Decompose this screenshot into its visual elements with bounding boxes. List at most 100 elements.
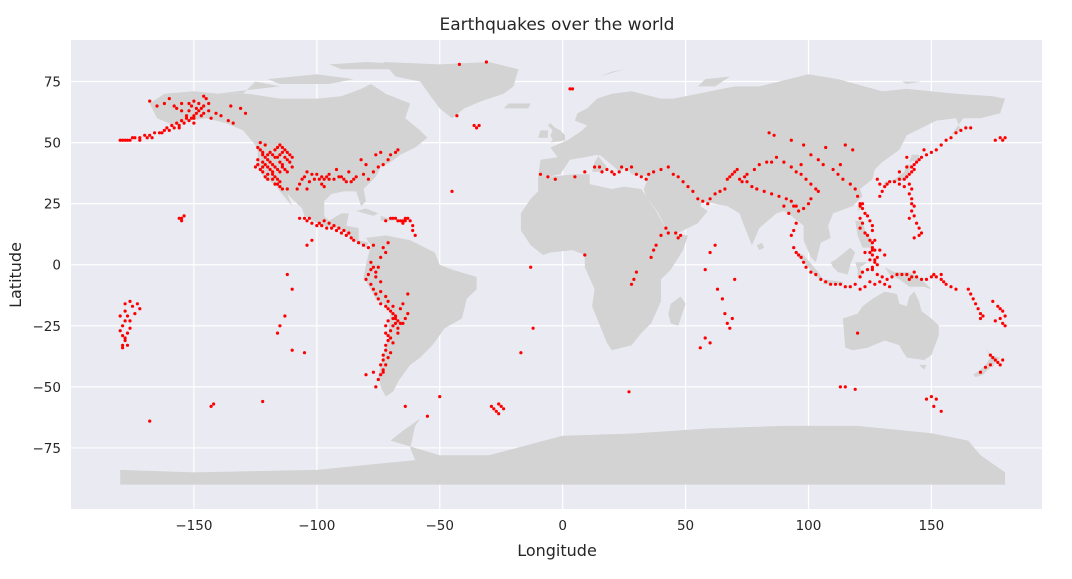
earthquake-point <box>860 270 865 274</box>
earthquake-point <box>745 172 749 176</box>
earthquake-points <box>118 60 1007 423</box>
earthquake-point <box>273 182 277 186</box>
earthquake-point <box>283 314 287 318</box>
earthquake-point <box>384 294 388 299</box>
earthquake-point <box>374 270 378 274</box>
earthquake-point <box>366 177 370 181</box>
earthquake-point <box>180 101 184 106</box>
earthquake-point <box>993 319 997 323</box>
earthquake-point <box>148 419 152 423</box>
earthquake-point <box>745 180 749 184</box>
earthquake-point <box>121 334 125 338</box>
earthquake-point <box>342 177 346 181</box>
earthquake-point <box>954 287 958 291</box>
earthquake-point <box>698 346 702 350</box>
earthquake-point <box>885 277 889 281</box>
land-polygon <box>592 103 625 131</box>
earthquake-point <box>978 312 983 316</box>
earthquake-point <box>184 114 189 118</box>
earthquake-point <box>634 172 639 176</box>
earthquake-point <box>207 101 211 106</box>
earthquake-point <box>327 177 331 181</box>
earthquake-point <box>757 163 761 167</box>
y-axis-ticks: −75 −50 −25 0 25 50 75 <box>33 75 62 457</box>
earthquake-point <box>202 111 206 115</box>
earthquake-point <box>553 177 557 181</box>
earthquake-point <box>180 109 184 113</box>
earthquake-point <box>180 216 184 220</box>
earthquake-point <box>718 189 722 193</box>
earthquake-point <box>334 228 339 233</box>
land-polygon <box>149 84 428 248</box>
land-polygon <box>363 235 477 397</box>
earthquake-point <box>725 177 729 181</box>
earthquake-point <box>971 297 975 301</box>
earthquake-point <box>743 175 747 179</box>
earthquake-point <box>121 138 125 142</box>
earthquake-point <box>639 175 643 179</box>
earthquake-point <box>681 180 685 184</box>
earthquake-point <box>998 316 1002 321</box>
earthquake-point <box>275 331 280 335</box>
earthquake-point <box>315 172 319 176</box>
earthquake-point <box>192 121 196 125</box>
earthquake-point <box>863 211 867 215</box>
earthquake-point <box>654 243 658 247</box>
earthquake-point <box>391 316 395 321</box>
earthquake-point <box>499 404 503 408</box>
earthquake-point <box>364 373 368 377</box>
earthquake-point <box>905 272 909 277</box>
earthquake-point <box>870 228 875 233</box>
earthquake-point <box>364 277 368 281</box>
earthquake-point <box>384 304 388 308</box>
earthquake-point <box>789 233 793 237</box>
earthquake-point <box>325 226 329 230</box>
earthquake-point <box>295 187 299 191</box>
earthquake-point <box>998 307 1002 311</box>
earthquake-point <box>531 326 535 330</box>
land-polygon <box>884 267 932 290</box>
earthquake-point <box>912 236 916 240</box>
earthquake-point <box>371 265 375 269</box>
earthquake-point <box>393 216 398 220</box>
earthquake-point <box>310 221 314 225</box>
earthquake-point <box>278 324 282 328</box>
earthquake-point <box>774 155 779 159</box>
earthquake-point <box>664 226 668 230</box>
earthquake-point <box>256 163 260 167</box>
earthquake-point <box>187 119 191 123</box>
earthquake-point <box>789 165 793 169</box>
earthquake-point <box>892 180 897 184</box>
earthquake-point <box>384 348 388 352</box>
earthquake-point <box>627 390 631 394</box>
earthquake-point <box>802 206 806 211</box>
earthquake-point <box>381 370 385 374</box>
earthquake-point <box>993 138 997 142</box>
earthquake-point <box>833 282 838 286</box>
earthquake-point <box>919 277 924 281</box>
earthquake-point <box>135 302 139 306</box>
earthquake-point <box>856 194 860 198</box>
earthquake-point <box>391 216 395 220</box>
land-polygon <box>823 279 843 285</box>
earthquake-point <box>337 226 341 230</box>
earthquake-point <box>386 241 390 245</box>
earthquake-point <box>283 155 287 159</box>
earthquake-point <box>253 165 257 169</box>
earthquake-point <box>888 285 892 289</box>
earthquake-point <box>118 138 122 142</box>
earthquake-point <box>160 131 164 135</box>
earthquake-point <box>875 263 879 267</box>
earthquake-point <box>752 167 757 172</box>
earthquake-point <box>381 368 385 372</box>
earthquake-point <box>219 114 223 118</box>
earthquake-point <box>762 189 766 193</box>
earthquake-point <box>910 202 914 206</box>
earthquake-point <box>278 160 282 164</box>
earthquake-point <box>121 343 125 347</box>
x-tick-label: 0 <box>558 518 567 534</box>
earthquake-point <box>162 128 166 132</box>
earthquake-point <box>703 336 707 340</box>
y-tick-label: −25 <box>33 319 62 335</box>
earthquake-point <box>128 299 132 303</box>
